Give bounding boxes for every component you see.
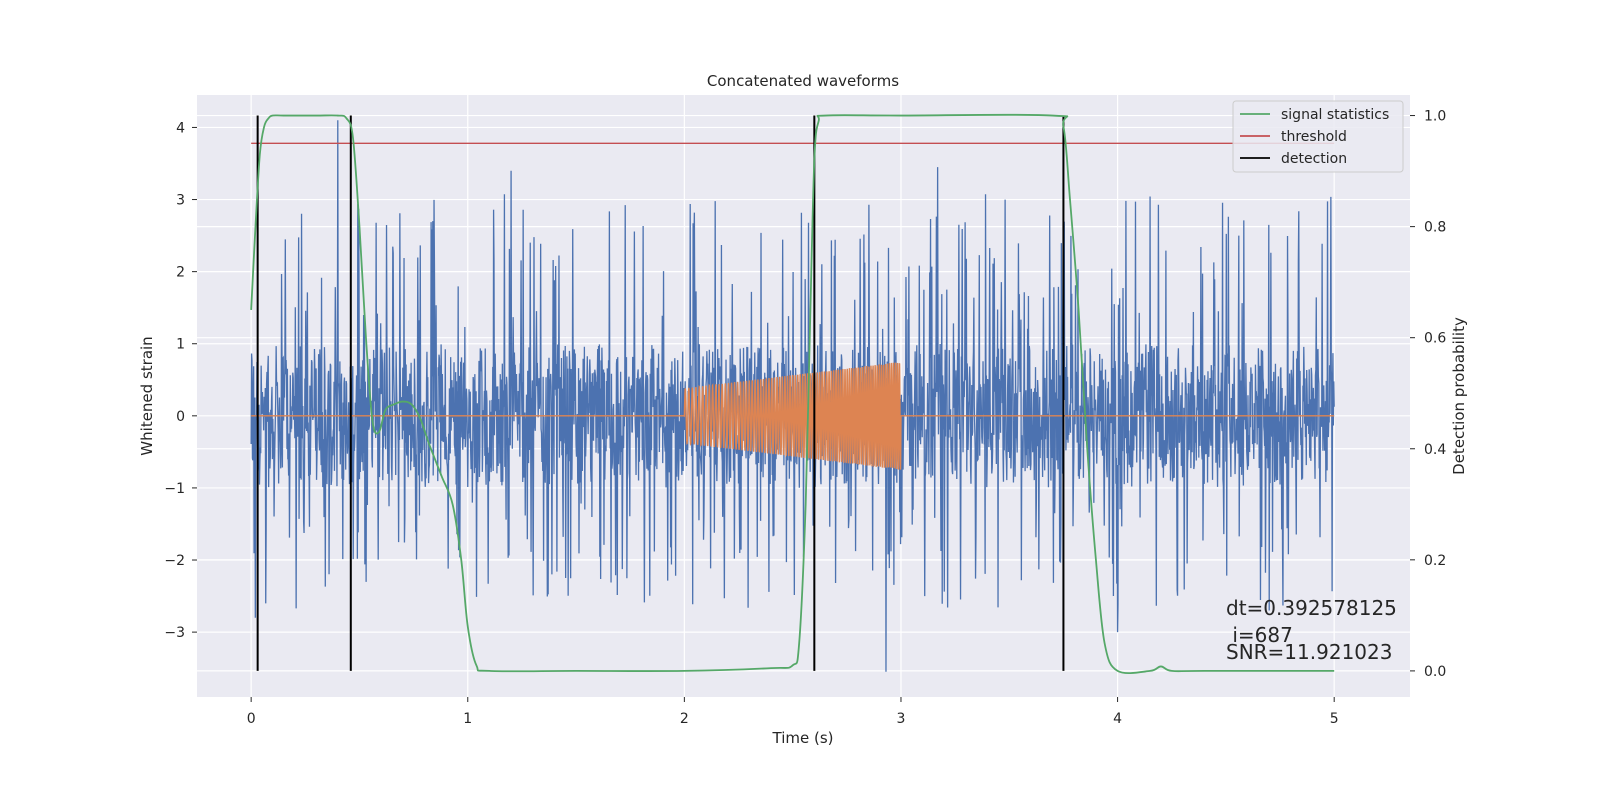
x-axis-label: Time (s) xyxy=(772,729,834,747)
y-tick-label: −2 xyxy=(164,553,185,569)
legend-box xyxy=(1232,100,1404,173)
plot-area xyxy=(250,113,1335,675)
y2-tick-label: 0.0 xyxy=(1424,664,1446,680)
chart-title: Concatenated waveforms xyxy=(707,72,899,90)
x-tick-label: 1 xyxy=(463,711,472,727)
y2-tick-label: 0.8 xyxy=(1424,220,1446,236)
x-tick-label: 0 xyxy=(247,711,256,727)
y2-tick-label: 0.6 xyxy=(1424,331,1446,347)
series-signal-statistics xyxy=(250,113,1335,675)
y-tick-label: 2 xyxy=(176,265,185,281)
annotation-snr: SNR=11.921023 xyxy=(1226,640,1392,664)
annotation-index: i=687 xyxy=(1226,623,1293,647)
legend-label-detection: detection xyxy=(1281,151,1347,167)
annotation-dt: dt=0.392578125 xyxy=(1226,596,1397,620)
y2-tick-label: 0.2 xyxy=(1424,553,1446,569)
series-chirp-waveform xyxy=(251,362,1335,470)
legend: signal statistics threshold detection xyxy=(1232,100,1404,173)
x-tick-label: 3 xyxy=(897,711,906,727)
y-tick-label: 4 xyxy=(176,120,185,136)
axis-ticks: 0 1 2 3 4 5 4 3 2 1 0 −1 −2 −3 1.0 0.8 0.6 0.4 0.2 0.0 xyxy=(164,109,1446,727)
x-tick-label: 2 xyxy=(680,711,689,727)
y2-tick-label: 0.4 xyxy=(1424,442,1446,458)
x-tick-label: 5 xyxy=(1330,711,1339,727)
y-tick-label: −3 xyxy=(164,625,185,641)
y-tick-label: 3 xyxy=(176,193,185,209)
y-axis-label: Whitened strain xyxy=(138,336,156,455)
y2-axis-label: Detection probability xyxy=(1450,317,1468,475)
y-tick-label: 1 xyxy=(176,337,185,353)
y-tick-label: −1 xyxy=(164,481,185,497)
legend-label-threshold: threshold xyxy=(1281,129,1347,145)
y2-tick-label: 1.0 xyxy=(1424,109,1446,125)
legend-label-signal-statistics: signal statistics xyxy=(1281,107,1389,123)
y-tick-label: 0 xyxy=(176,409,185,425)
x-tick-label: 4 xyxy=(1113,711,1122,727)
